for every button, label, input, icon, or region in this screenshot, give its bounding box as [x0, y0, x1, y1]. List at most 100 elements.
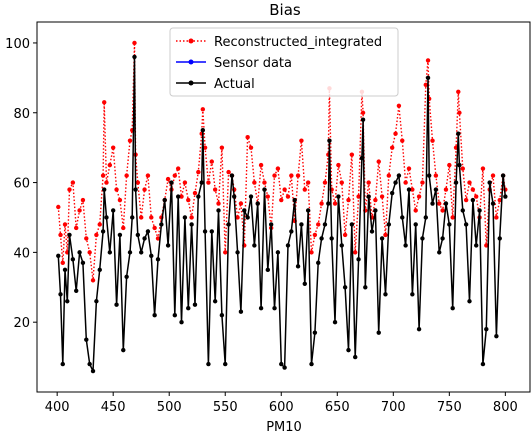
data-point-reconstructed-integrated	[84, 236, 89, 241]
data-point-actual	[410, 292, 415, 297]
data-point-actual	[349, 222, 355, 227]
data-point-actual	[456, 131, 461, 136]
data-point-reconstructed-integrated	[353, 250, 358, 255]
data-point-actual	[245, 215, 250, 220]
data-point-reconstructed-integrated	[132, 40, 137, 46]
x-tick-label: 450	[101, 400, 126, 415]
data-point-actual	[316, 260, 321, 266]
data-point-actual	[182, 215, 188, 220]
data-point-reconstructed-integrated	[226, 169, 231, 175]
data-point-reconstructed-integrated	[282, 187, 287, 192]
y-axis: 20 40 60 80 100	[5, 37, 37, 331]
data-point-reconstructed-integrated	[206, 180, 211, 185]
data-point-actual	[58, 292, 63, 297]
data-point-reconstructed-integrated	[100, 173, 106, 178]
data-point-reconstructed-integrated	[145, 173, 151, 178]
data-point-actual	[420, 236, 425, 241]
data-point-reconstructed-integrated	[443, 187, 449, 192]
data-point-actual	[252, 243, 257, 248]
data-point-reconstructed-integrated	[437, 201, 442, 206]
legend-label-sensor-data: Sensor data	[214, 56, 292, 71]
data-point-actual	[460, 208, 465, 213]
plot-area	[56, 40, 508, 374]
data-point-actual	[90, 368, 96, 374]
data-point-actual	[235, 250, 240, 255]
data-point-reconstructed-integrated	[322, 180, 328, 185]
data-point-actual	[100, 229, 106, 234]
data-point-actual	[336, 194, 341, 199]
data-point-actual	[457, 162, 462, 168]
data-point-actual	[132, 54, 137, 60]
legend-label-actual: Actual	[214, 77, 255, 92]
data-point-actual	[196, 194, 201, 199]
data-point-actual	[353, 354, 358, 360]
data-point-reconstructed-integrated	[77, 208, 82, 213]
data-point-reconstructed-integrated	[376, 159, 381, 164]
data-point-actual	[346, 347, 351, 353]
data-point-actual	[360, 117, 366, 122]
data-point-reconstructed-integrated	[423, 82, 428, 88]
data-point-actual	[359, 155, 365, 161]
data-point-reconstructed-integrated	[58, 232, 63, 238]
data-point-actual	[363, 285, 368, 290]
data-point-actual	[500, 173, 506, 178]
data-point-actual	[56, 253, 61, 259]
data-point-reconstructed-integrated	[216, 201, 221, 206]
data-point-actual	[474, 243, 479, 248]
data-point-actual	[169, 180, 174, 185]
data-point-actual	[386, 222, 392, 227]
data-point-reconstructed-integrated	[139, 215, 144, 220]
data-point-actual	[433, 187, 439, 192]
data-point-actual	[70, 257, 76, 262]
data-point-actual	[416, 326, 422, 332]
data-point-reconstructed-integrated	[457, 110, 462, 115]
data-point-actual	[326, 201, 331, 206]
legend: Reconstructed_integrated Sensor data Actua…	[169, 27, 399, 97]
data-point-reconstructed-integrated	[396, 103, 402, 108]
data-point-reconstructed-integrated	[127, 138, 133, 143]
data-point-actual	[212, 299, 218, 304]
data-point-actual	[74, 288, 79, 293]
data-point-actual	[487, 180, 492, 185]
data-point-reconstructed-integrated	[460, 166, 465, 171]
data-point-reconstructed-integrated	[114, 187, 119, 192]
data-point-reconstructed-integrated	[410, 187, 415, 192]
data-point-actual	[145, 229, 151, 234]
legend-marker-actual	[188, 80, 194, 86]
y-tick-label: 20	[13, 316, 30, 331]
data-point-actual	[152, 313, 157, 318]
x-tick-label: 800	[493, 400, 518, 415]
series-line-reconstructed-integrated	[57, 42, 506, 281]
data-point-reconstructed-integrated	[74, 225, 79, 231]
data-point-actual	[162, 197, 167, 203]
data-point-reconstructed-integrated	[117, 197, 123, 203]
data-point-actual	[258, 306, 264, 311]
data-point-actual	[470, 197, 476, 203]
data-point-reconstructed-integrated	[155, 236, 161, 241]
data-point-reconstructed-integrated	[360, 110, 366, 115]
data-point-reconstructed-integrated	[124, 173, 129, 178]
data-point-reconstructed-integrated	[295, 173, 301, 178]
data-point-reconstructed-integrated	[219, 145, 225, 150]
data-point-actual	[97, 267, 102, 273]
data-point-reconstructed-integrated	[275, 166, 281, 171]
data-point-reconstructed-integrated	[356, 194, 361, 199]
data-point-actual	[229, 173, 235, 178]
data-point-reconstructed-integrated	[386, 173, 392, 178]
data-point-actual	[369, 229, 375, 234]
data-point-actual	[159, 222, 164, 227]
data-point-reconstructed-integrated	[121, 225, 126, 231]
data-point-actual	[60, 361, 65, 367]
data-point-reconstructed-integrated	[389, 145, 395, 150]
data-point-actual	[107, 250, 113, 255]
data-point-reconstructed-integrated	[312, 232, 318, 238]
data-point-reconstructed-integrated	[456, 89, 461, 95]
data-point-reconstructed-integrated	[107, 162, 113, 168]
data-point-actual	[423, 215, 428, 220]
data-point-reconstructed-integrated	[416, 194, 422, 199]
x-tick-label: 400	[45, 400, 70, 415]
x-tick-label: 500	[157, 400, 182, 415]
data-point-actual	[467, 299, 472, 304]
data-point-reconstructed-integrated	[189, 215, 194, 220]
data-point-actual	[332, 319, 338, 325]
